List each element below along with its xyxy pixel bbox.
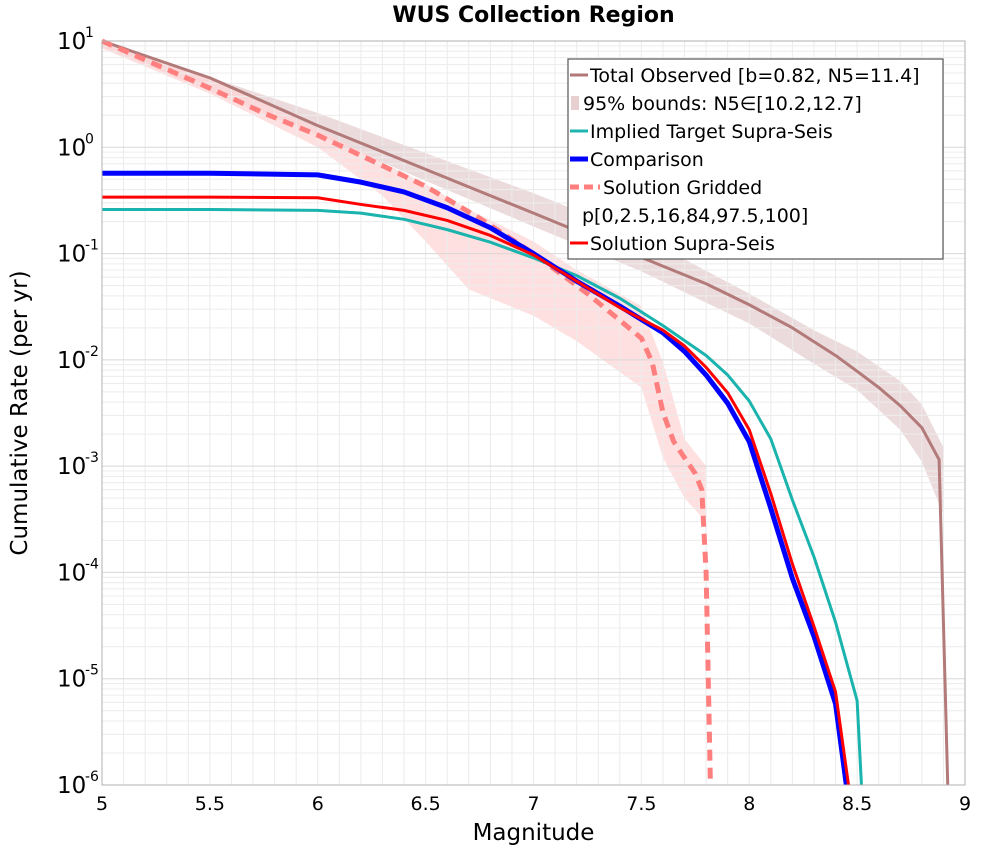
y-tick-exponent: -3: [85, 450, 99, 466]
legend-item: Total Observed [b=0.82, N5=11.4]: [570, 65, 920, 87]
series-line-0: [101, 39, 950, 786]
legend-label: Implied Target Supra-Seis: [590, 121, 833, 143]
y-tick-label: 10-3: [57, 450, 99, 480]
chart-title: WUS Collection Region: [392, 3, 674, 28]
y-tick-base: 10: [57, 29, 86, 55]
x-tick-label: 6: [312, 793, 324, 815]
legend-label: 95% bounds: N5∈[10.2,12.7]: [583, 93, 862, 115]
y-tick-base: 10: [57, 773, 86, 799]
y-tick-exponent: 0: [85, 131, 94, 147]
legend-label: Total Observed [b=0.82, N5=11.4]: [589, 65, 920, 87]
y-tick-label: 10-6: [57, 769, 99, 799]
legend-label: Solution Gridded: [603, 177, 762, 199]
y-tick-exponent: -2: [85, 344, 99, 360]
series-line-3: [102, 195, 850, 786]
legend: Total Observed [b=0.82, N5=11.4] 95% boun…: [567, 58, 944, 260]
y-tick-label: 10-2: [57, 344, 99, 374]
legend-item: 95% bounds: N5∈[10.2,12.7]: [571, 93, 862, 115]
series-line-4: [100, 38, 713, 786]
x-tick-label: 6.5: [411, 793, 441, 815]
y-tick-base: 10: [57, 560, 86, 586]
legend-label: Solution Supra-Seis: [590, 233, 775, 255]
y-tick-exponent: -1: [85, 238, 99, 254]
y-tick-exponent: -4: [85, 556, 99, 572]
y-tick-base: 10: [57, 135, 86, 161]
y-tick-base: 10: [57, 348, 86, 374]
y-tick-base: 10: [57, 454, 86, 480]
y-tick-exponent: 1: [85, 25, 94, 41]
y-tick-label: 101: [57, 25, 94, 55]
y-tick-exponent: -6: [85, 769, 99, 785]
x-tick-label: 8: [743, 793, 755, 815]
legend-item: Solution Gridded: [570, 177, 762, 199]
series-line-1: [102, 207, 863, 786]
y-axis-label: Cumulative Rate (per yr): [7, 270, 33, 555]
x-tick-label: 8.5: [842, 793, 872, 815]
y-tick-base: 10: [57, 242, 86, 268]
grid-layer: [101, 41, 966, 786]
x-tick-label: 7.5: [626, 793, 656, 815]
legend-item: Solution Supra-Seis: [570, 233, 775, 255]
legend-item: Implied Target Supra-Seis: [570, 121, 833, 143]
legend-swatch: [571, 96, 579, 110]
series-layer: [100, 38, 950, 786]
y-tick-label: 10-5: [57, 663, 99, 693]
plot-frame: [101, 40, 966, 786]
legend-label: p[0,2.5,16,84,97.5,100]: [582, 205, 808, 227]
y-tick-label: 100: [57, 131, 94, 161]
x-tick-labels: 5 5.5 6 6.5 7 7.5 8 8.5 9: [96, 793, 971, 815]
x-tick-label: 5.5: [195, 793, 225, 815]
x-tick-label: 5: [96, 793, 108, 815]
legend-item: Comparison: [570, 149, 704, 171]
y-tick-label: 10-1: [57, 238, 99, 268]
y-tick-exponent: -5: [85, 663, 99, 679]
y-tick-label: 10-4: [57, 556, 99, 586]
x-tick-label: 7: [527, 793, 539, 815]
y-tick-base: 10: [57, 667, 86, 693]
x-axis-label: Magnitude: [473, 820, 595, 846]
legend-label: Comparison: [590, 149, 704, 171]
legend-box: [567, 58, 944, 260]
x-tick-label: 9: [959, 793, 971, 815]
legend-item: p[0,2.5,16,84,97.5,100]: [582, 205, 808, 227]
